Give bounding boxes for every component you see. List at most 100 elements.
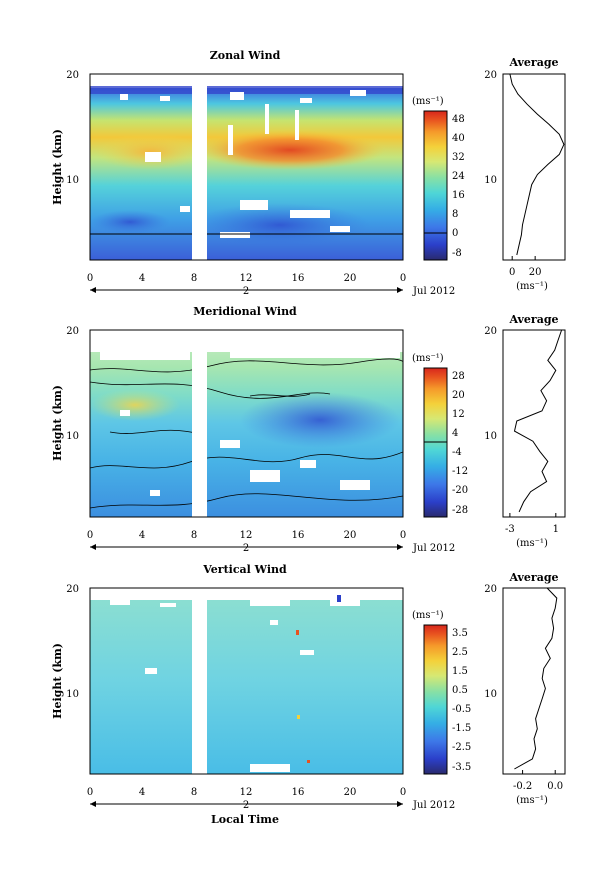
y-tick-label: 10 bbox=[66, 689, 79, 700]
profile-x-unit: (ms⁻¹) bbox=[516, 281, 548, 292]
colorbar: (ms⁻¹) 3.5 2.5 1.5 0.5 -0.5 -1.5 -2.5 -3… bbox=[412, 610, 471, 775]
profile-y-tick: 10 bbox=[484, 175, 497, 186]
x-tick-label: 0 bbox=[400, 530, 406, 541]
month-label: Jul 2012 bbox=[412, 286, 455, 297]
profile-y-tick: 20 bbox=[484, 70, 497, 81]
zonal-wind-panel: Zonal Wind 20 10 Heigh bbox=[51, 49, 566, 297]
y-axis: 20 10 Height (km) bbox=[51, 326, 79, 461]
colorbar-tick: 40 bbox=[452, 133, 465, 144]
average-profile: Average 20 10 0 20 (ms⁻¹) bbox=[484, 56, 566, 292]
profile-x-unit: (ms⁻¹) bbox=[516, 538, 548, 549]
month-label: Jul 2012 bbox=[412, 543, 455, 554]
profile-frame bbox=[502, 73, 566, 261]
day-line-right-arrow bbox=[397, 544, 403, 550]
colorbar-tick: -28 bbox=[452, 505, 468, 516]
colorbar-tick: -20 bbox=[452, 485, 468, 496]
profile-line bbox=[514, 587, 558, 770]
y-tick-label: 20 bbox=[66, 326, 79, 337]
x-tick-label: 20 bbox=[344, 530, 357, 541]
y-axis-label: Height (km) bbox=[51, 385, 64, 461]
x-tick-label: 12 bbox=[240, 530, 253, 541]
y-tick-label: 10 bbox=[66, 175, 79, 186]
colorbar-unit: (ms⁻¹) bbox=[412, 610, 444, 621]
colorbar-unit: (ms⁻¹) bbox=[412, 353, 444, 364]
x-tick-label: 8 bbox=[191, 530, 197, 541]
profile-x-tick: -0.2 bbox=[513, 781, 532, 792]
x-tick-label: 20 bbox=[344, 273, 357, 284]
panel-title: Zonal Wind bbox=[210, 49, 281, 62]
y-tick-label: 10 bbox=[66, 431, 79, 442]
colorbar-tick: 32 bbox=[452, 152, 465, 163]
meridional-wind-heatmap bbox=[90, 330, 403, 517]
x-tick-label: 8 bbox=[191, 787, 197, 798]
profile-x-tick: -3 bbox=[505, 524, 515, 535]
x-tick-label: 0 bbox=[87, 787, 93, 798]
profile-x-tick: 1 bbox=[553, 524, 559, 535]
colorbar-tick: -1.5 bbox=[452, 723, 471, 734]
colorbar-tick: -3.5 bbox=[452, 762, 471, 773]
x-axis: 0 4 8 12 16 20 0 2 Jul 2012 bbox=[87, 530, 455, 554]
x-tick-label: 16 bbox=[292, 787, 305, 798]
profile-y-tick: 20 bbox=[484, 584, 497, 595]
month-label: Jul 2012 bbox=[412, 800, 455, 811]
x-tick-label: 16 bbox=[292, 273, 305, 284]
colorbar-tick: 20 bbox=[452, 390, 465, 401]
x-tick-label: 0 bbox=[400, 273, 406, 284]
day-line-left-arrow bbox=[90, 287, 96, 293]
x-tick-label: 4 bbox=[139, 530, 145, 541]
vertical-wind-panel: Vertical Wind 20 10 Height (km) 0 4 bbox=[51, 563, 566, 826]
y-axis: 20 10 Height (km) bbox=[51, 584, 79, 719]
profile-frame bbox=[502, 587, 566, 775]
x-tick-label: 16 bbox=[292, 530, 305, 541]
x-tick-label: 12 bbox=[240, 273, 253, 284]
profile-x-tick: 0.0 bbox=[547, 781, 563, 792]
colorbar-unit: (ms⁻¹) bbox=[412, 96, 444, 107]
day-line-left-arrow bbox=[90, 801, 96, 807]
profile-title: Average bbox=[508, 571, 558, 584]
colorbar-tick: 0 bbox=[452, 228, 458, 239]
colorbar: (ms⁻¹) 28 20 12 4 -4 -12 -20 -28 bbox=[412, 353, 468, 518]
profile-x-tick: 0 bbox=[509, 267, 515, 278]
colorbar-ramp bbox=[423, 110, 448, 261]
profile-line bbox=[509, 73, 565, 256]
colorbar-tick: 48 bbox=[452, 114, 465, 125]
zonal-wind-heatmap bbox=[90, 74, 403, 260]
profile-x-unit: (ms⁻¹) bbox=[516, 795, 548, 806]
day-label: 2 bbox=[243, 543, 249, 554]
x-axis-label: Local Time bbox=[211, 813, 279, 826]
colorbar-tick: 1.5 bbox=[452, 666, 468, 677]
x-tick-label: 4 bbox=[139, 787, 145, 798]
profile-y-tick: 10 bbox=[484, 431, 497, 442]
plot-frame bbox=[89, 329, 404, 518]
colorbar-ramp bbox=[423, 624, 448, 775]
colorbar-tick: 16 bbox=[452, 190, 465, 201]
y-tick-label: 20 bbox=[66, 584, 79, 595]
colorbar-tick: 12 bbox=[452, 409, 465, 420]
colorbar-tick: -8 bbox=[452, 248, 462, 259]
panel-title: Vertical Wind bbox=[202, 563, 287, 576]
profile-frame bbox=[502, 329, 566, 518]
panel-title: Meridional Wind bbox=[193, 305, 297, 318]
profile-title: Average bbox=[508, 56, 558, 69]
average-profile: Average 20 10 -3 1 (ms⁻¹) bbox=[484, 313, 566, 549]
day-line-right-arrow bbox=[397, 801, 403, 807]
meridional-wind-panel: Meridional Wind 20 bbox=[51, 305, 566, 554]
plot-frame bbox=[89, 73, 404, 261]
x-tick-label: 12 bbox=[240, 787, 253, 798]
y-axis-label: Height (km) bbox=[51, 129, 64, 205]
colorbar-tick: 0.5 bbox=[452, 685, 468, 696]
x-tick-label: 8 bbox=[191, 273, 197, 284]
x-axis: 0 4 8 12 16 20 0 2 Jul 2012 bbox=[87, 273, 455, 297]
colorbar-tick: 4 bbox=[452, 428, 458, 439]
profile-y-tick: 10 bbox=[484, 689, 497, 700]
y-tick-label: 20 bbox=[66, 70, 79, 81]
day-label: 2 bbox=[243, 800, 249, 811]
colorbar-tick: -12 bbox=[452, 466, 468, 477]
x-tick-label: 0 bbox=[87, 530, 93, 541]
colorbar-tick: -0.5 bbox=[452, 704, 471, 715]
colorbar-tick: -2.5 bbox=[452, 742, 471, 753]
y-axis-label: Height (km) bbox=[51, 643, 64, 719]
colorbar-tick: 3.5 bbox=[452, 628, 468, 639]
vertical-wind-heatmap bbox=[90, 588, 403, 774]
